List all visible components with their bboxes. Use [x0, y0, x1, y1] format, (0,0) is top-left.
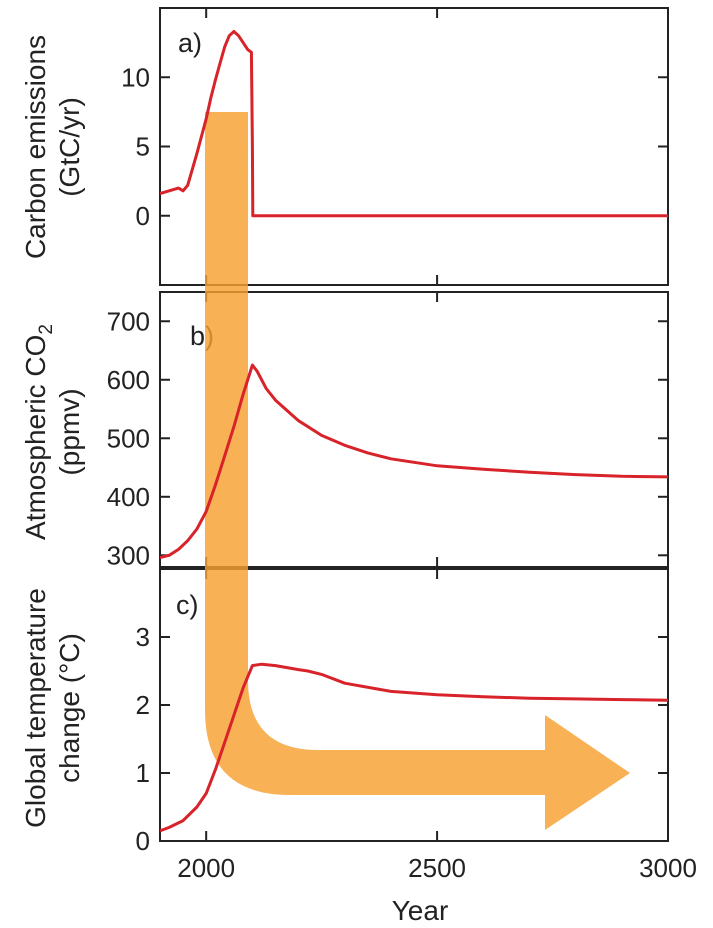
ytick-label: 1 — [136, 758, 150, 788]
ytick-label: 3 — [136, 622, 150, 652]
ytick-label: 0 — [136, 826, 150, 856]
panel-a-ylabel-line2: (GtC/yr) — [54, 97, 85, 197]
ytick-label: 300 — [107, 540, 150, 570]
ytick-label: 700 — [107, 306, 150, 336]
panel-b-ylabel-main: Atmospheric CO — [20, 335, 51, 540]
x-axis-label: Year — [392, 895, 449, 926]
panel-a: 0 5 10 a) Carbon emissions (GtC/yr) — [20, 7, 669, 286]
xtick-label: 2000 — [177, 853, 235, 883]
panel-c-ylabel-line2: change (°C) — [54, 633, 85, 783]
series-line-panel-b — [160, 363, 668, 560]
panel-c: 0 1 2 3 2000 2500 3000 c) Global temperature … — [20, 568, 697, 926]
panel-b-ylabel-sub: 2 — [36, 324, 57, 335]
panel-b-ticks — [160, 292, 669, 567]
ytick-label: 5 — [136, 132, 150, 162]
panel-c-ylabel: Global temperature change (°C) — [20, 588, 85, 828]
panel-c-ylabel-line1: Global temperature — [20, 588, 51, 828]
ytick-label: 10 — [121, 62, 150, 92]
ytick-label: 2 — [136, 690, 150, 720]
panel-b-ytick-labels: 300 400 500 600 700 — [107, 306, 150, 570]
panel-b-ylabel: Atmospheric CO2 (ppmv) — [20, 324, 85, 540]
ytick-label: 600 — [107, 365, 150, 395]
series-line-panel-a — [160, 30, 668, 218]
panel-c-xtick-labels: 2000 2500 3000 — [177, 853, 697, 883]
panel-b-ylabel-line1: Atmospheric CO2 — [20, 324, 57, 540]
data-lines — [160, 30, 668, 833]
panel-b-ylabel-line2: (ppmv) — [54, 388, 85, 475]
panel-a-ylabel: Carbon emissions (GtC/yr) — [20, 35, 85, 259]
ytick-label: 0 — [136, 201, 150, 231]
xtick-label: 3000 — [639, 853, 697, 883]
ytick-label: 400 — [107, 482, 150, 512]
panel-c-letter: c) — [176, 590, 199, 620]
panel-c-ytick-labels: 0 1 2 3 — [136, 622, 150, 856]
ytick-label: 500 — [107, 423, 150, 453]
series-line-panel-c — [160, 662, 668, 833]
xtick-label: 2500 — [408, 853, 466, 883]
panel-a-letter: a) — [178, 28, 202, 58]
panel-a-ytick-labels: 0 5 10 — [121, 62, 150, 231]
flow-arrow — [205, 112, 630, 830]
panel-a-ylabel-line1: Carbon emissions — [20, 35, 51, 259]
flow-arrow-shape — [205, 112, 630, 830]
panel-c-ticks — [160, 569, 669, 842]
